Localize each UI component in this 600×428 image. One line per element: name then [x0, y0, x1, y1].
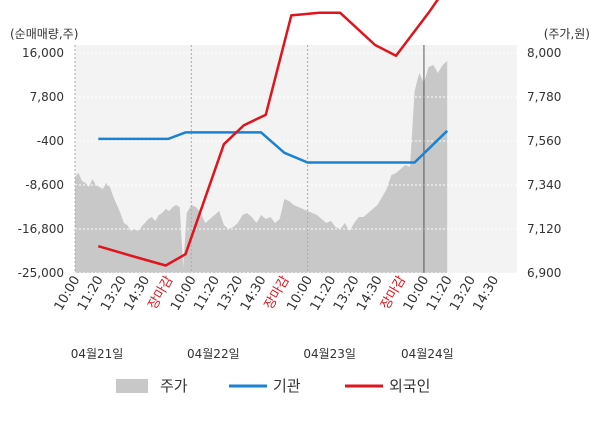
right-tick-label: 7,780: [527, 90, 561, 104]
series-line-foreign: [97, 0, 439, 267]
date-labels: 04월21일 04월22일 04월23일 04월24일: [71, 347, 454, 361]
left-axis-title: (순매매량,주): [10, 27, 78, 41]
legend-label: 주가: [160, 377, 188, 395]
series-lines: [97, 0, 449, 267]
date-label: 04월21일: [71, 347, 124, 361]
left-tick-label: 7,800: [30, 90, 64, 104]
left-tick-label: -400: [37, 134, 64, 148]
right-tick-label: 7,120: [527, 222, 561, 236]
x-tick-labels: 10:0011:2013:2014:30장마감10:0011:2013:2014…: [52, 273, 502, 313]
date-label: 04월22일: [187, 347, 240, 361]
y-tick-labels: 16,000 7,800 -400 -8,600 -16,800 -25,000 8,000…: [18, 46, 562, 280]
series-line-institution: [98, 129, 449, 164]
legend-swatch-price: [116, 379, 148, 393]
left-tick-label: -16,800: [18, 222, 64, 236]
right-tick-label: 7,340: [527, 178, 561, 192]
price-area-layer: [75, 61, 448, 273]
date-label: 04월24일: [401, 347, 454, 361]
left-tick-label: -25,000: [18, 266, 64, 280]
legend-label: 외국인: [389, 377, 430, 395]
right-axis-title: (주가,원): [544, 27, 590, 41]
right-tick-label: 6,900: [527, 266, 561, 280]
legend: 주가 기관 외국인: [116, 377, 430, 395]
left-tick-label: 16,000: [22, 46, 64, 60]
legend-label: 기관: [273, 377, 301, 395]
left-tick-label: -8,600: [25, 178, 64, 192]
right-tick-label: 8,000: [527, 46, 561, 60]
right-tick-label: 7,560: [527, 134, 561, 148]
date-label: 04월23일: [303, 347, 356, 361]
price-area: [75, 61, 448, 273]
